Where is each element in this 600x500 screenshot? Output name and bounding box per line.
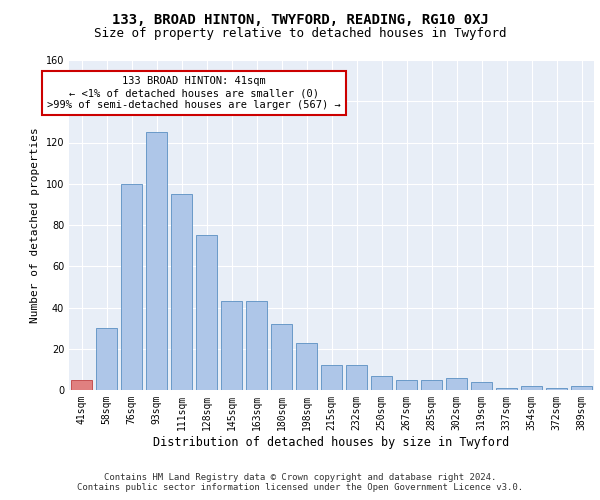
Bar — [546, 388, 567, 390]
Text: 133 BROAD HINTON: 41sqm
← <1% of detached houses are smaller (0)
>99% of semi-de: 133 BROAD HINTON: 41sqm ← <1% of detache… — [47, 76, 341, 110]
Text: Size of property relative to detached houses in Twyford: Size of property relative to detached ho… — [94, 28, 506, 40]
Bar — [396, 380, 417, 390]
Bar — [521, 386, 542, 390]
Bar — [421, 380, 442, 390]
Bar — [96, 328, 117, 390]
Bar — [446, 378, 467, 390]
Text: Contains HM Land Registry data © Crown copyright and database right 2024.
Contai: Contains HM Land Registry data © Crown c… — [77, 473, 523, 492]
Bar — [146, 132, 167, 390]
Bar — [471, 382, 492, 390]
Bar — [371, 376, 392, 390]
X-axis label: Distribution of detached houses by size in Twyford: Distribution of detached houses by size … — [154, 436, 509, 448]
Bar — [221, 302, 242, 390]
Bar — [496, 388, 517, 390]
Bar — [271, 324, 292, 390]
Bar — [571, 386, 592, 390]
Bar — [171, 194, 192, 390]
Bar — [246, 302, 267, 390]
Y-axis label: Number of detached properties: Number of detached properties — [30, 127, 40, 323]
Bar — [196, 236, 217, 390]
Bar — [121, 184, 142, 390]
Bar — [71, 380, 92, 390]
Bar — [321, 365, 342, 390]
Bar — [296, 342, 317, 390]
Bar — [346, 365, 367, 390]
Text: 133, BROAD HINTON, TWYFORD, READING, RG10 0XJ: 133, BROAD HINTON, TWYFORD, READING, RG1… — [112, 12, 488, 26]
